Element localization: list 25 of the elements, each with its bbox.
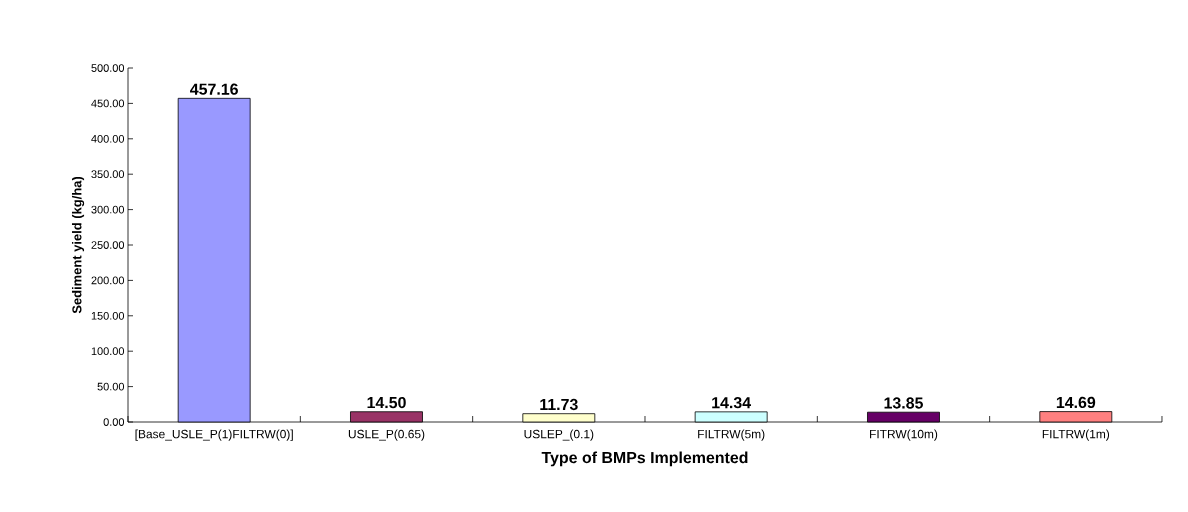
x-tick-label: USLE_P(0.65) [348, 429, 425, 441]
y-tick-label: 100.00 [91, 347, 125, 356]
y-tick-label: 0.00 [103, 418, 125, 426]
data-label: 14.50 [367, 396, 406, 409]
y-tick-label: 500.00 [91, 64, 125, 72]
y-tick-label: 150.00 [91, 311, 125, 320]
y-tick-label: 300.00 [91, 205, 125, 214]
data-label: 11.73 [540, 398, 578, 411]
y-tick-label: 350.00 [91, 170, 125, 179]
data-label: 14.69 [1056, 396, 1096, 409]
x-axis-title: Type of BMPs Implemented [541, 451, 748, 467]
data-label: 14.34 [712, 397, 752, 409]
y-tick-label: 50.00 [97, 382, 125, 391]
x-tick-label: [Base_USLE_P(1)FILTRW(0)] [135, 429, 293, 441]
x-tick-label: FILTRW(5m) [698, 429, 765, 441]
data-label: 13.85 [884, 397, 923, 409]
data-label: 457.16 [190, 83, 238, 95]
y-axis-title: Sediment yield (kg/ha) [71, 176, 85, 314]
y-tick-label: 450.00 [91, 99, 125, 108]
y-tick-label: 200.00 [91, 276, 125, 285]
x-tick-label: USLEP_(0.1) [524, 429, 594, 441]
y-tick-label: 250.00 [91, 241, 125, 249]
x-tick-label: FITRW(10m) [870, 429, 938, 441]
y-tick-label: 400.00 [91, 134, 125, 143]
x-tick-label: FILTRW(1m) [1042, 429, 1110, 441]
